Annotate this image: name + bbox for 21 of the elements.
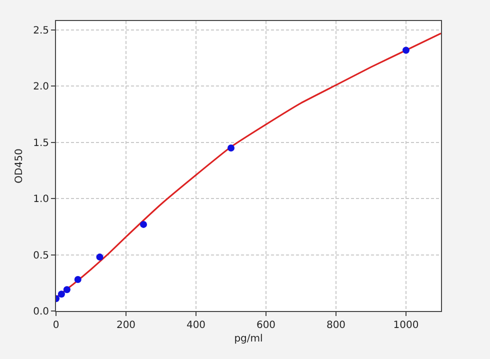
x-tick-label: 1000 bbox=[393, 320, 419, 331]
point bbox=[402, 46, 410, 54]
y-tick-label: 1.5 bbox=[33, 138, 49, 149]
point bbox=[74, 276, 82, 284]
point bbox=[140, 220, 147, 228]
y-tick-label: 1.0 bbox=[33, 194, 49, 206]
x-axis-title: pg/ml bbox=[234, 334, 263, 344]
y-tick-label: 0.0 bbox=[33, 306, 49, 318]
y-tick-label: 2.0 bbox=[33, 82, 49, 93]
x-tick-label: 200 bbox=[116, 320, 136, 331]
x-tick-label: 400 bbox=[186, 320, 206, 331]
y-axis-title: OD450 bbox=[14, 148, 26, 184]
x-tick-label: 0 bbox=[52, 320, 60, 331]
y-tick-label: 0.5 bbox=[33, 250, 49, 262]
point bbox=[58, 290, 65, 298]
point bbox=[228, 144, 234, 152]
x-tick-label: 800 bbox=[326, 320, 346, 331]
point bbox=[96, 254, 104, 261]
y-tick-label: 2.5 bbox=[33, 25, 49, 36]
x-tick-label: 600 bbox=[256, 320, 276, 331]
point bbox=[63, 286, 70, 294]
